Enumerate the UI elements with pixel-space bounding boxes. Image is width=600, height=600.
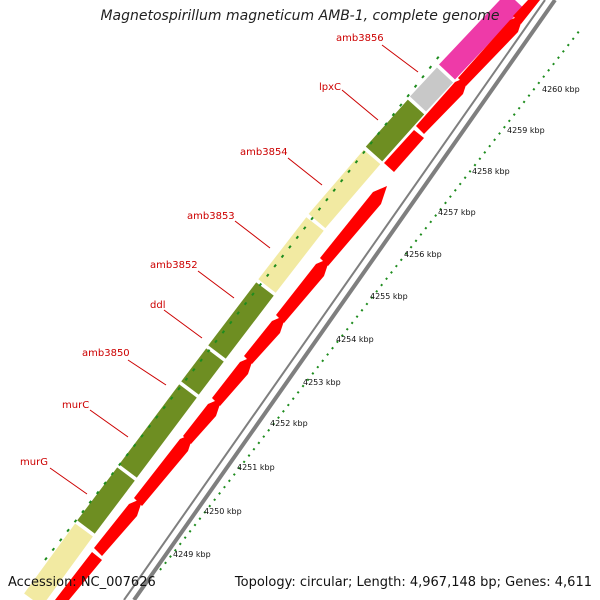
tick-label: 4258 kbp	[472, 167, 510, 176]
gene-labels: amb3856 lpxC amb3854 amb3853 amb3852 ddl…	[20, 33, 384, 468]
gene-block-yellow-bottom	[24, 523, 93, 600]
reverse-strand-genes	[55, 0, 540, 600]
forward-strand-genes	[24, 0, 523, 600]
leader-amb3853	[234, 220, 271, 249]
leader-amb3852	[197, 270, 235, 299]
red-gene-10	[416, 76, 469, 134]
gene-label-amb3852: amb3852	[150, 260, 198, 271]
red-gene-7	[276, 258, 330, 323]
tick-label: 4255 kbp	[370, 292, 408, 301]
scale-tick-labels: 4249 kbp 4250 kbp 4251 kbp 4252 kbp 4253…	[173, 85, 580, 559]
tick-label: 4260 kbp	[542, 85, 580, 94]
gene-label-amb3854: amb3854	[240, 147, 288, 158]
gene-label-amb3856: amb3856	[336, 33, 384, 44]
gene-label-lpxC: lpxC	[319, 82, 341, 93]
tick-label: 4251 kbp	[237, 463, 275, 472]
tick-label: 4257 kbp	[438, 208, 476, 217]
red-gene-8	[320, 186, 387, 266]
red-gene-4	[183, 398, 222, 444]
backbone-outer	[132, 0, 557, 600]
tick-label: 4254 kbp	[336, 335, 374, 344]
leader-murG	[49, 467, 88, 495]
gene-label-murG: murG	[20, 457, 48, 468]
gene-block-olive-murG	[77, 467, 135, 534]
red-gene-2	[94, 498, 143, 556]
gene-block-magenta	[439, 0, 523, 80]
backbone-inner	[123, 0, 546, 600]
tick-label: 4252 kbp	[270, 419, 308, 428]
tick-label: 4256 kbp	[404, 250, 442, 259]
gene-label-amb3850: amb3850	[82, 348, 130, 359]
gene-block-yellow-amb3854	[308, 149, 381, 229]
red-gene-6	[244, 315, 286, 364]
leader-amb3856	[381, 44, 419, 73]
gene-block-olive-amb3850	[181, 348, 224, 395]
genome-summary: Topology: circular; Length: 4,967,148 bp…	[234, 575, 592, 590]
tick-label: 4249 kbp	[173, 550, 211, 559]
map-title: Magnetospirillum magneticum AMB-1, compl…	[100, 8, 500, 24]
leader-murC	[89, 409, 129, 438]
gene-label-leaders	[49, 44, 419, 495]
red-gene-11	[458, 14, 524, 86]
tick-label: 4253 kbp	[303, 378, 341, 387]
red-gene-1	[55, 552, 102, 600]
gene-label-amb3853: amb3853	[187, 211, 235, 222]
leader-ddl	[163, 309, 203, 339]
leader-amb3850	[127, 359, 167, 386]
gene-block-grey	[409, 67, 454, 112]
gene-block-olive-ddl	[208, 282, 274, 359]
red-gene-9	[384, 130, 424, 172]
gene-block-olive-murC	[119, 384, 197, 478]
red-gene-5	[212, 356, 254, 406]
red-gene-3	[134, 433, 194, 506]
gene-label-murC: murC	[62, 400, 89, 411]
gene-block-yellow-amb3853	[258, 217, 324, 293]
leader-lpxC	[341, 89, 379, 121]
leader-amb3854	[287, 157, 323, 186]
gene-block-olive-lpxC	[365, 99, 425, 162]
tick-label: 4259 kbp	[507, 126, 545, 135]
red-gene-12	[513, 0, 540, 24]
accession-label: Accession: NC_007626	[8, 575, 156, 590]
tick-label: 4250 kbp	[204, 507, 242, 516]
gene-label-ddl: ddl	[150, 300, 165, 311]
